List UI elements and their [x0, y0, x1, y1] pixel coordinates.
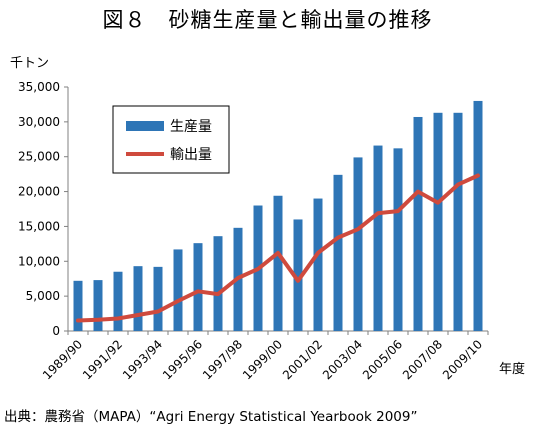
- y-tick-label: 35,000: [18, 80, 60, 94]
- bar-生産量: [453, 112, 463, 332]
- bar-生産量: [433, 112, 443, 332]
- x-tick-label: 2009/10: [440, 337, 485, 382]
- bar-生産量: [73, 280, 83, 331]
- y-tick-label: 0: [52, 324, 60, 338]
- x-tick-label: 1991/92: [80, 337, 125, 382]
- bar-生産量: [273, 195, 283, 331]
- y-axis-unit: 千トン: [10, 56, 50, 71]
- x-tick-label: 1989/90: [40, 337, 85, 382]
- y-tick-label: 5,000: [26, 289, 60, 303]
- y-tick-label: 25,000: [18, 150, 60, 164]
- x-tick-label: 2007/08: [400, 337, 445, 382]
- bar-生産量: [373, 145, 383, 331]
- bar-生産量: [93, 280, 103, 331]
- y-tick-label: 15,000: [18, 219, 60, 233]
- legend-label: 生産量: [170, 119, 212, 135]
- x-axis-unit: 年度: [499, 362, 526, 377]
- bar-生産量: [293, 219, 303, 331]
- legend-swatch-bar: [126, 121, 164, 131]
- x-tick-label: 1997/98: [200, 337, 245, 382]
- line-輸出量: [76, 173, 480, 323]
- bar-生産量: [193, 243, 203, 331]
- y-tick-label: 10,000: [18, 254, 60, 268]
- bar-生産量: [173, 249, 183, 331]
- bar-生産量: [413, 116, 423, 331]
- bar-生産量: [213, 236, 223, 331]
- bar-生産量: [473, 100, 483, 331]
- bar-生産量: [333, 174, 343, 331]
- bar-生産量: [353, 157, 363, 331]
- x-tick-label: 1995/96: [160, 337, 205, 382]
- source-note: 出典：農務省（MAPA）“Agri Energy Statistical Yea…: [4, 409, 418, 425]
- bar-生産量: [113, 271, 123, 331]
- bar-生産量: [153, 266, 163, 331]
- bar-生産量: [133, 266, 143, 331]
- chart-title: 図８ 砂糖生産量と輸出量の推移: [102, 8, 433, 32]
- x-tick-label: 1993/94: [120, 337, 165, 382]
- y-tick-label: 20,000: [18, 185, 60, 199]
- bar-生産量: [313, 198, 323, 331]
- x-tick-label: 1999/00: [240, 337, 285, 382]
- x-tick-label: 2001/02: [280, 337, 325, 382]
- x-tick-label: 2005/06: [360, 337, 405, 382]
- bar-生産量: [393, 148, 403, 331]
- legend-label: 輸出量: [170, 147, 212, 163]
- x-tick-label: 2003/04: [320, 337, 365, 382]
- legend-box: [112, 105, 230, 174]
- y-tick-label: 30,000: [18, 115, 60, 129]
